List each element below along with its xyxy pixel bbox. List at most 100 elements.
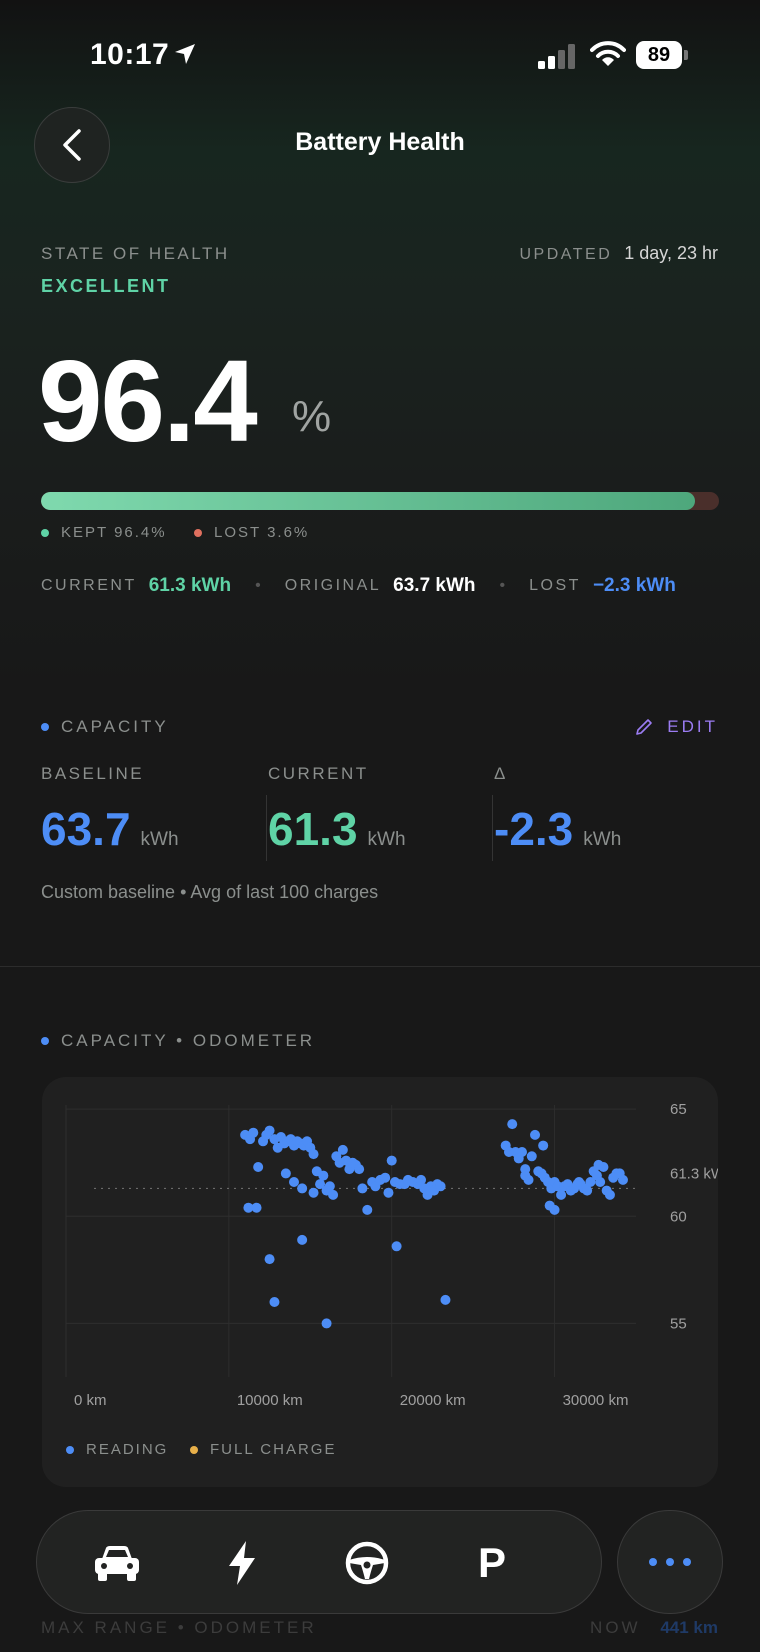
nav-drive[interactable] xyxy=(327,1511,407,1615)
data-point xyxy=(251,1202,262,1213)
pencil-icon xyxy=(636,719,653,735)
car-icon xyxy=(95,1546,139,1581)
data-point xyxy=(297,1234,308,1245)
max-range-title: MAX RANGE • ODOMETER xyxy=(41,1618,317,1637)
updated-info: UPDATED 1 day, 23 hr xyxy=(520,243,719,264)
chevron-left-icon xyxy=(63,129,81,161)
chart-title: CAPACITY • ODOMETER xyxy=(61,1031,316,1050)
cellular-signal-icon xyxy=(538,44,575,69)
data-point xyxy=(538,1140,549,1151)
baseline-label: BASELINE xyxy=(41,764,145,783)
current-metric: 61.3 kWh xyxy=(268,802,406,856)
x-tick-label: 30000 km xyxy=(563,1392,629,1409)
lost-legend: LOST 3.6% xyxy=(194,524,309,541)
legend-full-charge-label: FULL CHARGE xyxy=(210,1441,337,1458)
health-status: EXCELLENT xyxy=(41,276,171,296)
data-point xyxy=(549,1204,560,1215)
chart-legend-reading: READING xyxy=(66,1441,168,1458)
data-point xyxy=(380,1172,391,1183)
bottom-nav: P xyxy=(36,1510,602,1614)
x-tick-label: 0 km xyxy=(74,1392,107,1409)
data-point xyxy=(308,1149,319,1160)
data-point xyxy=(248,1127,259,1138)
more-dot xyxy=(683,1558,691,1566)
data-point xyxy=(297,1183,308,1194)
data-point xyxy=(526,1151,537,1162)
data-point xyxy=(354,1164,365,1175)
y-tick-label: 65 xyxy=(670,1101,687,1118)
now-label: NOW xyxy=(590,1618,641,1637)
capacity-odometer-chart: 65 60 55 61.3 kWh 0 km 10000 km 20000 km 30000 … xyxy=(65,1101,733,1409)
data-point xyxy=(318,1170,329,1181)
legend-reading-label: READING xyxy=(86,1441,169,1458)
data-point xyxy=(243,1202,254,1213)
location-arrow-icon xyxy=(175,44,195,64)
data-point xyxy=(357,1183,368,1194)
delta-unit: kWh xyxy=(583,829,622,850)
more-dot xyxy=(649,1558,657,1566)
nav-charging[interactable] xyxy=(202,1511,282,1615)
data-point xyxy=(440,1294,451,1305)
data-point xyxy=(507,1119,518,1130)
data-point xyxy=(280,1168,291,1179)
data-point xyxy=(435,1181,446,1192)
more-dot xyxy=(666,1558,674,1566)
health-bar xyxy=(41,492,719,510)
edit-button[interactable]: EDIT xyxy=(635,717,718,737)
now-value: 441 km xyxy=(660,1618,718,1637)
capacity-summary-row: CURRENT 61.3 kWh • ORIGINAL 63.7 kWh • L… xyxy=(41,575,676,596)
lost-label: LOST 3.6% xyxy=(214,524,310,541)
chart-card: 65 60 55 61.3 kWh 0 km 10000 km 20000 km 30000 … xyxy=(42,1077,733,1487)
data-point xyxy=(391,1241,402,1252)
data-point xyxy=(269,1297,280,1307)
page-title: Battery Health xyxy=(295,128,465,156)
health-label: STATE OF HEALTH xyxy=(41,244,230,263)
data-point xyxy=(253,1162,264,1172)
data-point xyxy=(264,1254,275,1265)
baseline-unit: kWh xyxy=(140,829,179,850)
baseline-value: 63.7 xyxy=(41,803,131,855)
data-point xyxy=(520,1170,531,1181)
metric-divider xyxy=(492,795,493,861)
data-point xyxy=(595,1177,606,1187)
parking-icon: P xyxy=(477,1539,506,1586)
status-time: 10:17 xyxy=(90,38,170,71)
capacity-title: CAPACITY xyxy=(61,717,169,736)
original-value: 63.7 kWh xyxy=(393,575,476,596)
x-tick-label: 20000 km xyxy=(400,1392,466,1409)
current-capacity-label: CURRENT xyxy=(268,764,369,783)
data-point xyxy=(617,1174,628,1185)
chart-legend-full-charge: FULL CHARGE xyxy=(190,1441,336,1458)
data-point xyxy=(264,1125,275,1136)
delta-metric: -2.3 kWh xyxy=(494,802,621,856)
data-point xyxy=(337,1144,348,1155)
back-button[interactable] xyxy=(34,107,110,183)
baseline-metric: 63.7 kWh xyxy=(41,802,179,856)
data-point xyxy=(582,1185,593,1196)
original-label: ORIGINAL xyxy=(284,577,382,594)
kept-label: KEPT 96.4% xyxy=(61,524,167,541)
nav-parking[interactable]: P xyxy=(452,1511,532,1615)
metric-divider xyxy=(266,795,267,861)
more-button[interactable] xyxy=(617,1510,723,1614)
data-point xyxy=(289,1177,299,1187)
edit-label: EDIT xyxy=(667,717,718,736)
nav-car[interactable] xyxy=(77,1511,157,1615)
y-tick-label: 55 xyxy=(670,1315,687,1332)
delta-label: Δ xyxy=(494,764,508,783)
kept-legend: KEPT 96.4% xyxy=(41,524,167,541)
current-capacity-unit: kWh xyxy=(367,829,406,850)
health-bar-fill xyxy=(41,492,695,510)
lightning-icon xyxy=(229,1541,255,1585)
lost-kwh-label: LOST xyxy=(529,577,581,594)
data-point xyxy=(593,1159,604,1170)
data-point xyxy=(530,1129,541,1140)
max-range-now: NOW 441 km xyxy=(590,1618,718,1638)
background xyxy=(0,0,760,700)
updated-label: UPDATED xyxy=(519,246,613,263)
data-point xyxy=(604,1189,615,1200)
data-point xyxy=(585,1177,596,1187)
data-point xyxy=(416,1174,427,1185)
data-point xyxy=(574,1177,584,1187)
data-point xyxy=(324,1181,335,1192)
